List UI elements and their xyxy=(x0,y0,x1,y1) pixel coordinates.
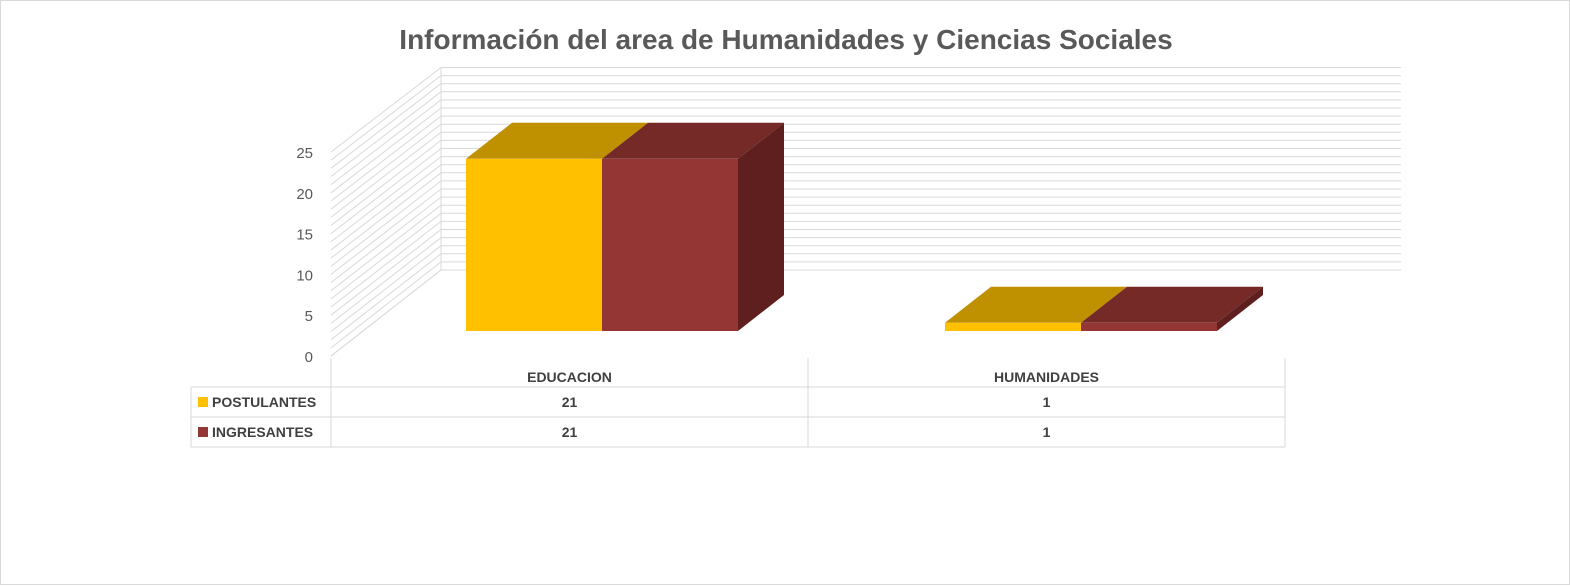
side-gridline xyxy=(330,91,442,177)
bar-front xyxy=(466,158,602,331)
category-label: HUMANIDADES xyxy=(994,369,1099,385)
data-label: 1 xyxy=(1043,394,1051,410)
bar-top xyxy=(602,122,784,159)
side-gridline xyxy=(330,221,442,308)
floor-edge xyxy=(330,269,442,357)
bar-top xyxy=(466,122,648,159)
side-gridline xyxy=(330,140,442,226)
data-label: 21 xyxy=(562,424,578,440)
data-label: 1 xyxy=(1043,424,1051,440)
bar-postulantes-educacion xyxy=(466,122,648,331)
side-gridline xyxy=(330,156,442,243)
side-gridline xyxy=(330,245,442,332)
side-gridline xyxy=(330,204,442,292)
side-gridline xyxy=(330,229,442,316)
y-tick-label: 20 xyxy=(296,186,313,203)
bar-front xyxy=(602,158,738,331)
side-gridline xyxy=(330,237,442,324)
bar-side xyxy=(1217,286,1263,331)
side-gridline xyxy=(330,67,442,153)
side-gridline xyxy=(330,107,442,194)
y-axis-ticks: 0 5 10 15 20 25 xyxy=(296,145,313,366)
bar-top xyxy=(945,286,1127,323)
bar-ingresantes-humanidades xyxy=(1081,286,1263,331)
series-label: INGRESANTES xyxy=(212,424,313,440)
bar-front xyxy=(1081,322,1217,331)
bar-side xyxy=(738,122,784,331)
side-gridline xyxy=(330,164,442,251)
side-gridline xyxy=(330,212,442,300)
side-gridline xyxy=(330,172,442,259)
side-gridline xyxy=(330,75,442,161)
gridlines xyxy=(330,67,1401,357)
series-label: POSTULANTES xyxy=(212,394,316,410)
data-table: EDUCACION HUMANIDADES POSTULANTES 21 1 INGRES… xyxy=(190,358,1286,448)
side-gridline xyxy=(330,99,442,186)
y-tick-label: 0 xyxy=(305,349,313,366)
bars xyxy=(466,122,1263,331)
side-gridline xyxy=(330,196,442,283)
side-gridline xyxy=(330,261,442,349)
side-gridline xyxy=(330,131,442,218)
y-tick-label: 5 xyxy=(305,308,313,325)
chart-title: Información del area de Humanidades y Ci… xyxy=(399,24,1172,55)
legend-key xyxy=(198,397,208,407)
category-label: EDUCACION xyxy=(527,369,612,385)
bar-postulantes-humanidades xyxy=(945,286,1127,331)
y-tick-label: 25 xyxy=(296,145,313,162)
bar-ingresantes-educacion xyxy=(602,122,784,331)
side-gridline xyxy=(330,253,442,341)
y-tick-label: 10 xyxy=(296,267,313,284)
legend-key xyxy=(198,427,208,437)
y-tick-label: 15 xyxy=(296,227,313,244)
bar-top xyxy=(1081,286,1263,323)
data-label: 21 xyxy=(562,394,578,410)
bar-front xyxy=(945,322,1081,331)
side-gridline xyxy=(330,123,442,210)
side-gridline xyxy=(330,115,442,202)
side-gridline xyxy=(330,188,442,275)
side-gridline xyxy=(330,83,442,169)
side-gridline xyxy=(330,180,442,267)
side-gridline xyxy=(330,148,442,234)
